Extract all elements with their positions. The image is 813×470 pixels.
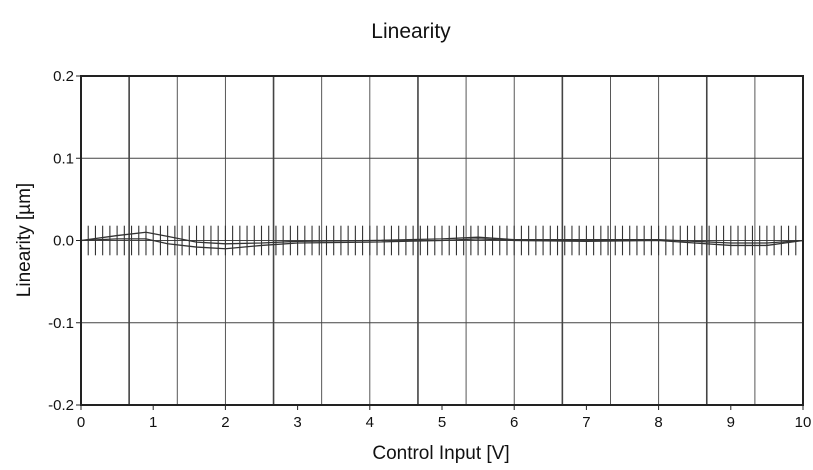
y-tick-label: 0.2: [53, 68, 74, 85]
y-tick-label: -0.1: [48, 315, 74, 332]
y-tick-label: 0.0: [53, 233, 74, 250]
x-tick-label: 7: [582, 414, 590, 431]
x-tick-labels: 0 1 2 3 4 5 6 7 8 9 10: [77, 405, 812, 431]
x-tick-label: 1: [149, 414, 157, 431]
x-tick-label: 6: [510, 414, 518, 431]
y-tick-label: 0.1: [53, 150, 74, 167]
y-tick-labels: -0.2 -0.1 0.0 0.1 0.2: [48, 68, 81, 414]
x-tick-label: 10: [795, 414, 812, 431]
x-tick-label: 9: [727, 414, 735, 431]
x-tick-label: 8: [654, 414, 662, 431]
x-tick-label: 4: [366, 414, 374, 431]
x-tick-label: 3: [293, 414, 301, 431]
y-tick-label: -0.2: [48, 397, 74, 414]
chart-title: Linearity: [371, 20, 451, 43]
x-axis-label: Control Input [V]: [372, 443, 509, 464]
x-tick-label: 0: [77, 414, 85, 431]
x-tick-label: 2: [221, 414, 229, 431]
y-axis-label: Linearity [µm]: [14, 183, 35, 297]
x-tick-label: 5: [438, 414, 446, 431]
